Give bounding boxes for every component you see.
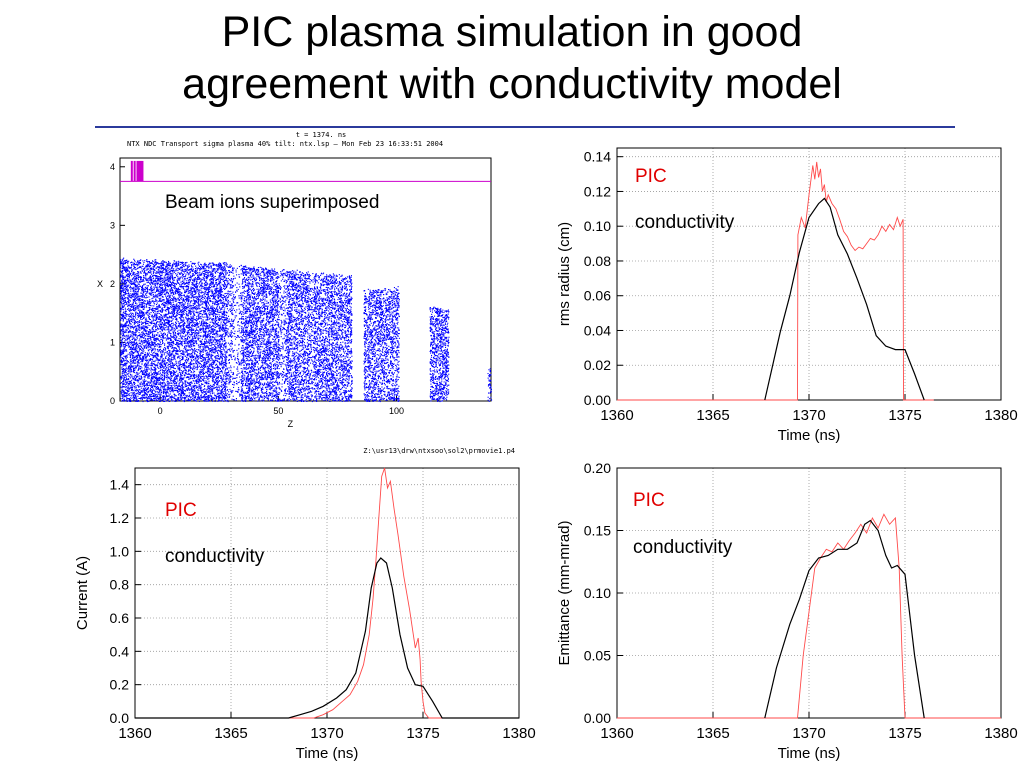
y-tick-label: 0.0	[110, 710, 130, 726]
rms-radius-panel: 1360 1365 1370 1375 1380 0.00 0.02 0.04 0.06 0.08…	[545, 140, 1024, 450]
pic-label: PIC	[635, 166, 667, 187]
scatter-file-path: Z:\usr13\drw\ntxsoo\sol2\prmovie1.p4	[363, 447, 515, 455]
x-axis-label: Time (ns)	[296, 745, 359, 762]
x-tick-label: 1375	[888, 407, 921, 424]
slide-title-line-2: agreement with conductivity model	[0, 58, 1024, 110]
current-panel: 1360 1365 1370 1375 1380 0.0 0.2 0.4 0.6 0.8 1.0 1.…	[70, 458, 542, 768]
y-tick-label: 0.4	[110, 643, 130, 659]
y-tick-label: 0	[110, 396, 115, 406]
x-tick-label: 1375	[888, 725, 921, 742]
pic-label: PIC	[165, 500, 197, 521]
beam-scatter-panel: t = 1374. ns NTX NDC Transport sigma pla…	[95, 128, 535, 458]
beam-segment-4	[278, 269, 286, 401]
beam-segment-8	[363, 286, 400, 402]
y-tick-label: 0.08	[584, 253, 611, 269]
x-tick-label: 1375	[406, 725, 439, 742]
y-tick-label: 0.00	[584, 710, 611, 726]
y-tick-label: 1.2	[110, 510, 130, 526]
y-tick-label: 1	[110, 337, 115, 347]
x-axis-label: Time (ns)	[778, 745, 841, 762]
y-tick-label: 0.6	[110, 610, 130, 626]
y-axis-label: X	[97, 279, 103, 289]
marker-tick	[141, 161, 143, 181]
slide-title-line-1: PIC plasma simulation in good	[0, 6, 1024, 58]
y-tick-label: 0.00	[584, 392, 611, 408]
conductivity-series-line	[765, 521, 924, 719]
y-tick-label: 4	[110, 162, 115, 172]
rms-radius-chart: 1360 1365 1370 1375 1380 0.00 0.02 0.04 0.06 0.08…	[545, 140, 1024, 450]
y-axis-label: rms radius (cm)	[556, 222, 573, 326]
y-tick-label: 0.05	[584, 648, 611, 664]
conductivity-label: conductivity	[635, 212, 735, 233]
y-tick-label: 3	[110, 220, 115, 230]
y-tick-label: 0.02	[584, 357, 611, 373]
beam-annotation: Beam ions superimposed	[165, 192, 379, 213]
y-tick-label: 0.14	[584, 149, 611, 165]
y-tick-label: 0.20	[584, 460, 611, 476]
x-tick-label: 1370	[792, 725, 825, 742]
x-tick-label: 1365	[696, 725, 729, 742]
x-tick-label: 1365	[214, 725, 247, 742]
y-tick-label: 0.04	[584, 322, 611, 338]
x-tick-label: 50	[273, 406, 283, 416]
y-tick-label: 0.2	[110, 677, 130, 693]
y-tick-label: 2	[110, 279, 115, 289]
conductivity-series-line	[765, 198, 924, 400]
y-tick-label: 0.06	[584, 288, 611, 304]
current-chart: 1360 1365 1370 1375 1380 0.0 0.2 0.4 0.6 0.8 1.0 1.…	[70, 458, 542, 768]
y-tick-label: 0.10	[584, 585, 611, 601]
x-axis-label: Z	[288, 419, 294, 429]
x-tick-label: 1380	[984, 407, 1017, 424]
conductivity-label: conductivity	[165, 546, 265, 567]
scatter-time-label: t = 1374. ns	[296, 131, 347, 139]
beam-segment-3	[241, 265, 280, 402]
y-tick-label: 1.0	[110, 543, 130, 559]
beam-segment-2	[234, 266, 242, 401]
x-tick-label: 1360	[600, 725, 633, 742]
x-tick-label: 1360	[600, 407, 633, 424]
pic-label: PIC	[633, 490, 665, 511]
beam-segment-9	[430, 307, 450, 403]
y-axis-label: Current (A)	[74, 556, 91, 630]
scatter-run-header: NTX NDC Transport sigma plasma 40% tilt:…	[127, 140, 443, 148]
y-tick-label: 0.15	[584, 523, 611, 539]
y-tick-label: 0.8	[110, 577, 130, 593]
conductivity-label: conductivity	[633, 537, 733, 558]
x-tick-label: 1365	[696, 407, 729, 424]
marker-tick	[134, 161, 136, 181]
slide-title: PIC plasma simulation in good agreement …	[0, 6, 1024, 110]
emittance-chart: 1360 1365 1370 1375 1380 0.00 0.05 0.10 0.15 0.20…	[545, 458, 1024, 768]
y-tick-label: 0.10	[584, 218, 611, 234]
marker-tick	[136, 161, 138, 181]
beam-segment-5	[285, 270, 310, 402]
beam-segment-1	[227, 264, 235, 402]
x-tick-label: 1370	[792, 407, 825, 424]
pic-series-line	[617, 162, 934, 400]
y-axis-label: Emittance (mm-mrad)	[556, 520, 573, 665]
x-tick-label: 100	[389, 406, 404, 416]
x-tick-label: 1380	[502, 725, 535, 742]
beam-segment-7	[314, 273, 353, 402]
x-axis-label: Time (ns)	[778, 427, 841, 444]
x-tick-label: 1370	[310, 725, 343, 742]
x-tick-label: 1360	[118, 725, 151, 742]
beam-segment-6	[309, 273, 315, 402]
y-tick-label: 1.4	[110, 477, 130, 493]
x-tick-label: 1380	[984, 725, 1017, 742]
y-tick-label: 0.12	[584, 183, 611, 199]
marker-tick	[131, 161, 133, 181]
beam-segment-0	[120, 258, 227, 403]
beam-scatter-chart: t = 1374. ns NTX NDC Transport sigma pla…	[95, 128, 535, 458]
emittance-panel: 1360 1365 1370 1375 1380 0.00 0.05 0.10 0.15 0.20…	[545, 458, 1024, 768]
x-tick-label: 0	[158, 406, 163, 416]
